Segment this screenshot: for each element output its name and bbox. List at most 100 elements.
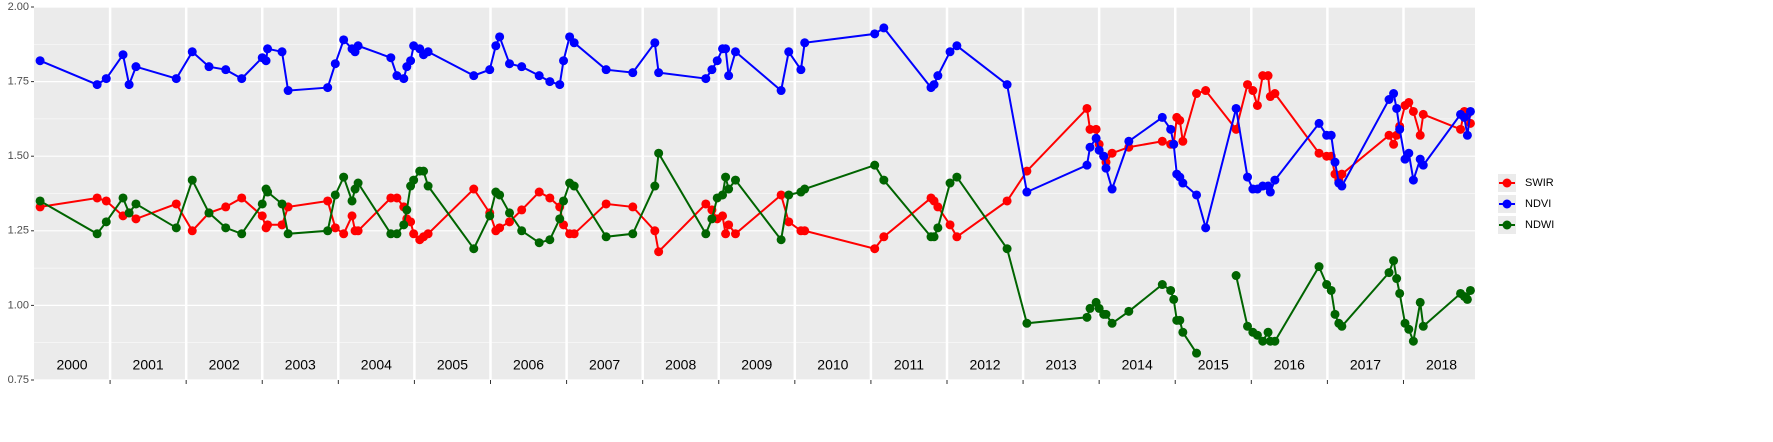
data-point — [800, 226, 810, 236]
data-point — [263, 44, 273, 54]
data-point — [1091, 133, 1101, 143]
data-point — [1248, 86, 1258, 96]
data-point — [491, 41, 501, 51]
data-point — [654, 148, 664, 158]
year-label: 2011 — [894, 357, 924, 373]
data-point — [933, 71, 943, 81]
data-point — [870, 244, 880, 254]
data-point — [263, 220, 273, 230]
data-point — [555, 80, 565, 90]
data-point — [776, 86, 786, 96]
data-point — [1462, 130, 1472, 140]
data-point — [505, 59, 515, 69]
data-point — [952, 41, 962, 51]
data-point — [406, 217, 416, 227]
data-point — [800, 38, 810, 48]
data-point — [323, 226, 333, 236]
data-point — [1192, 89, 1202, 99]
data-point — [555, 214, 565, 224]
data-point — [1314, 148, 1324, 158]
year-label: 2015 — [1198, 357, 1229, 373]
data-point — [724, 220, 734, 230]
data-point — [330, 190, 340, 200]
data-point — [933, 223, 943, 233]
data-point — [92, 80, 102, 90]
data-point — [1175, 315, 1185, 325]
data-point — [1408, 336, 1418, 346]
data-point — [469, 71, 479, 81]
data-point — [1263, 71, 1273, 81]
y-tick-label: 1.50 — [8, 150, 29, 162]
data-point — [1085, 303, 1095, 313]
data-point — [718, 211, 728, 221]
data-point — [187, 47, 197, 57]
data-point — [654, 247, 664, 257]
data-point — [423, 229, 433, 239]
data-point — [945, 47, 955, 57]
data-point — [1085, 142, 1095, 152]
legend-label: NDVI — [1525, 198, 1551, 210]
data-point — [1169, 139, 1179, 149]
data-point — [1022, 318, 1032, 328]
data-point — [131, 62, 141, 72]
data-point — [204, 208, 214, 218]
data-point — [237, 193, 247, 203]
data-point — [784, 190, 794, 200]
data-point — [1418, 321, 1428, 331]
data-point — [1418, 109, 1428, 119]
data-point — [392, 193, 402, 203]
data-point — [870, 160, 880, 170]
data-point — [534, 187, 544, 197]
data-point — [650, 181, 660, 191]
data-point — [1002, 244, 1012, 254]
data-point — [485, 65, 495, 75]
data-point — [559, 196, 569, 206]
data-point — [800, 184, 810, 194]
data-point — [171, 199, 181, 209]
data-point — [353, 41, 363, 51]
year-label: 2008 — [665, 357, 696, 373]
data-point — [1178, 178, 1188, 188]
data-point — [330, 59, 340, 69]
data-point — [1462, 294, 1472, 304]
data-point — [1404, 97, 1414, 107]
year-label: 2013 — [1046, 357, 1077, 373]
data-point — [423, 181, 433, 191]
data-point — [409, 229, 419, 239]
data-point — [628, 202, 638, 212]
year-label: 2004 — [361, 357, 392, 373]
data-point — [277, 220, 287, 230]
data-point — [569, 229, 579, 239]
data-point — [1395, 288, 1405, 298]
data-point — [1166, 285, 1176, 295]
data-point — [237, 229, 247, 239]
data-point — [1270, 336, 1280, 346]
data-point — [730, 175, 740, 185]
data-point — [1389, 139, 1399, 149]
data-point — [92, 193, 102, 203]
data-point — [35, 196, 45, 206]
data-point — [879, 175, 889, 185]
data-point — [1107, 318, 1117, 328]
data-point — [1201, 86, 1211, 96]
data-point — [423, 47, 433, 57]
data-point — [1330, 309, 1340, 319]
data-point — [35, 56, 45, 66]
data-point — [1243, 80, 1253, 90]
year-label: 2002 — [209, 357, 240, 373]
data-point — [718, 190, 728, 200]
data-point — [545, 193, 555, 203]
data-point — [1330, 157, 1340, 167]
data-point — [796, 65, 806, 75]
data-point — [654, 68, 664, 78]
year-label: 2007 — [589, 357, 620, 373]
data-point — [1384, 130, 1394, 140]
data-point — [257, 211, 267, 221]
year-label: 2018 — [1426, 357, 1457, 373]
data-point — [701, 74, 711, 84]
data-point — [1465, 285, 1475, 295]
data-point — [1178, 327, 1188, 337]
data-point — [1314, 262, 1324, 272]
data-point — [386, 53, 396, 63]
data-point — [1124, 306, 1134, 316]
